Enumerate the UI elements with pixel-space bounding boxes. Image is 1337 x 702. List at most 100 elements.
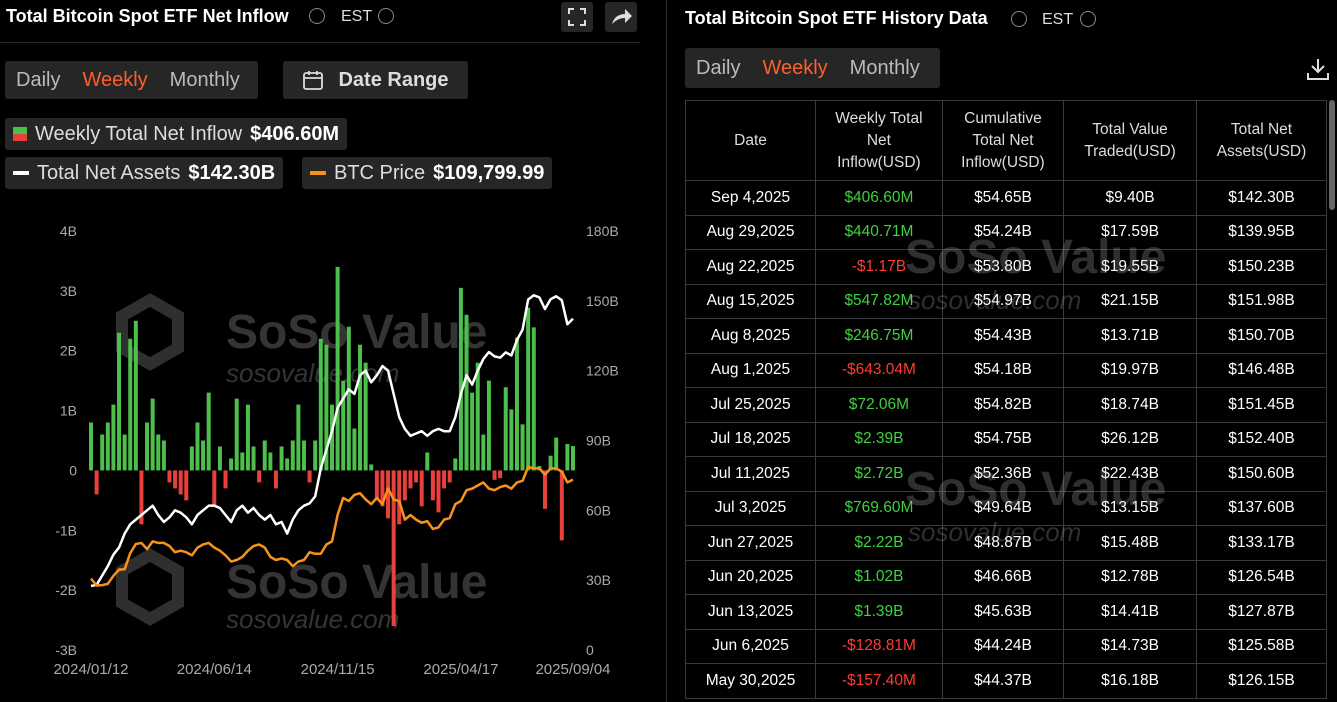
table-cell: $2.39B (815, 421, 943, 457)
bar (565, 444, 570, 471)
bar (380, 470, 385, 507)
table-cell: $547.82M (815, 283, 943, 319)
bar (397, 470, 402, 525)
table-cell: $440.71M (815, 214, 943, 250)
bar (223, 470, 228, 489)
table-cell: $13.15B (1063, 490, 1197, 526)
table-cell: -$157.40M (815, 663, 943, 699)
bar (554, 437, 559, 471)
table-cell: Jul 3,2025 (684, 490, 817, 526)
bar (470, 392, 475, 471)
table-cell: $54.65B (941, 180, 1065, 216)
bar (335, 266, 340, 471)
period-tab[interactable]: Daily (696, 56, 741, 79)
bar (89, 422, 93, 471)
bar (453, 458, 458, 471)
period-tab[interactable]: Weekly (82, 68, 148, 91)
period-tabs: Daily Weekly Monthly (685, 48, 940, 88)
info-icon[interactable] (309, 8, 325, 24)
table-cell: $406.60M (815, 180, 943, 216)
bar (251, 446, 256, 471)
table-row: Aug 8,2025 $246.75M $54.43B $13.71B $150.70B (684, 318, 1328, 354)
download-icon[interactable] (1305, 56, 1331, 82)
table-cell: $16.18B (1063, 663, 1197, 699)
info-icon[interactable] (1011, 11, 1027, 27)
table-cell: $14.73B (1063, 628, 1197, 664)
period-tab[interactable]: Weekly (762, 56, 828, 79)
period-tab[interactable]: Daily (16, 68, 61, 91)
bar (346, 326, 351, 471)
history-title: Total Bitcoin Spot ETF History Data (685, 8, 988, 28)
table-row: Jul 18,2025 $2.39B $54.75B $26.12B $152.40B (684, 421, 1328, 457)
table-cell: $150.23B (1195, 249, 1328, 285)
x-tick-label: 2025/04/17 (423, 661, 498, 678)
table-cell: Aug 1,2025 (684, 352, 817, 388)
table-cell: $2.72B (815, 456, 943, 492)
bar (330, 404, 334, 471)
info-icon[interactable] (378, 8, 394, 24)
period-tabs: Daily Weekly Monthly (5, 61, 258, 99)
fullscreen-button[interactable] (561, 2, 593, 32)
bar (268, 452, 273, 471)
bar (229, 458, 234, 471)
inflow-title: Total Bitcoin Spot ETF Net Inflow (6, 6, 289, 26)
bar (105, 422, 110, 471)
bar (156, 434, 161, 471)
table-cell: Aug 29,2025 (684, 214, 817, 250)
bar (234, 398, 239, 471)
bar (100, 434, 105, 471)
info-icon[interactable] (1080, 11, 1096, 27)
y-tick-label: -2B (55, 582, 77, 598)
table-cell: -$1.17B (815, 249, 943, 285)
table-cell: Jun 20,2025 (684, 559, 817, 595)
table-cell: Sep 4,2025 (684, 180, 817, 216)
bar (531, 327, 536, 471)
bar (150, 398, 155, 471)
y-tick-label: 3B (60, 283, 77, 299)
legend-swatch (13, 171, 29, 175)
period-tab[interactable]: Monthly (849, 56, 920, 79)
share-button[interactable] (605, 2, 637, 32)
table-cell: $21.15B (1063, 283, 1197, 319)
bar (374, 470, 379, 501)
bar (414, 470, 419, 483)
bar (492, 470, 497, 480)
bar (189, 446, 194, 471)
table-cell: $44.37B (941, 663, 1065, 699)
bar (442, 470, 447, 489)
y-tick-label: 120B (586, 363, 619, 379)
history-table: Date Weekly Total Net Inflow(USD) Cumulati… (684, 100, 1328, 699)
bar (296, 404, 301, 471)
legend-value: $109,799.99 (433, 161, 545, 184)
legend-item[interactable]: Total Net Assets $142.30B (5, 157, 284, 189)
legend-name: Weekly Total Net Inflow (35, 122, 243, 145)
table-row: Jul 25,2025 $72.06M $54.82B $18.74B $151.45B (684, 387, 1328, 423)
table-cell: $17.59B (1063, 214, 1197, 250)
table-row: Aug 1,2025 -$643.04M $54.18B $19.97B $146.48… (684, 352, 1328, 388)
bar (481, 434, 486, 471)
table-cell: $1.02B (815, 559, 943, 595)
bar (201, 440, 206, 471)
y-tick-label: 2B (60, 343, 77, 359)
table-cell: $49.64B (941, 490, 1065, 526)
legend-item[interactable]: BTC Price $109,799.99 (302, 157, 553, 189)
scrollbar[interactable] (1329, 100, 1335, 210)
bar (133, 320, 138, 471)
table-cell: $151.98B (1195, 283, 1328, 319)
table-cell: $13.71B (1063, 318, 1197, 354)
period-tab[interactable]: Monthly (169, 68, 240, 91)
bar (139, 470, 144, 525)
table-cell: $142.30B (1195, 180, 1328, 216)
legend-name: Total Net Assets (37, 161, 181, 184)
bar (526, 307, 531, 471)
timezone: EST (1042, 11, 1074, 28)
table-cell: $139.95B (1195, 214, 1328, 250)
table-cell: $45.63B (941, 594, 1065, 630)
date-range-button[interactable]: Date Range (283, 61, 468, 99)
legend-item[interactable]: Weekly Total Net Inflow $406.60M (5, 118, 348, 150)
line (90, 465, 574, 587)
bar (436, 470, 441, 513)
bar (262, 440, 267, 471)
bar (301, 440, 306, 471)
